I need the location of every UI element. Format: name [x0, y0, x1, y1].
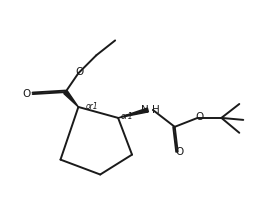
Text: O: O — [176, 147, 184, 157]
Text: O: O — [23, 89, 31, 99]
Text: H: H — [152, 105, 160, 115]
Text: or1: or1 — [121, 112, 134, 121]
Polygon shape — [64, 91, 78, 107]
Text: N: N — [141, 105, 149, 115]
Text: or1: or1 — [85, 102, 98, 111]
Text: O: O — [195, 112, 204, 122]
Text: O: O — [75, 67, 84, 77]
Polygon shape — [118, 108, 148, 118]
